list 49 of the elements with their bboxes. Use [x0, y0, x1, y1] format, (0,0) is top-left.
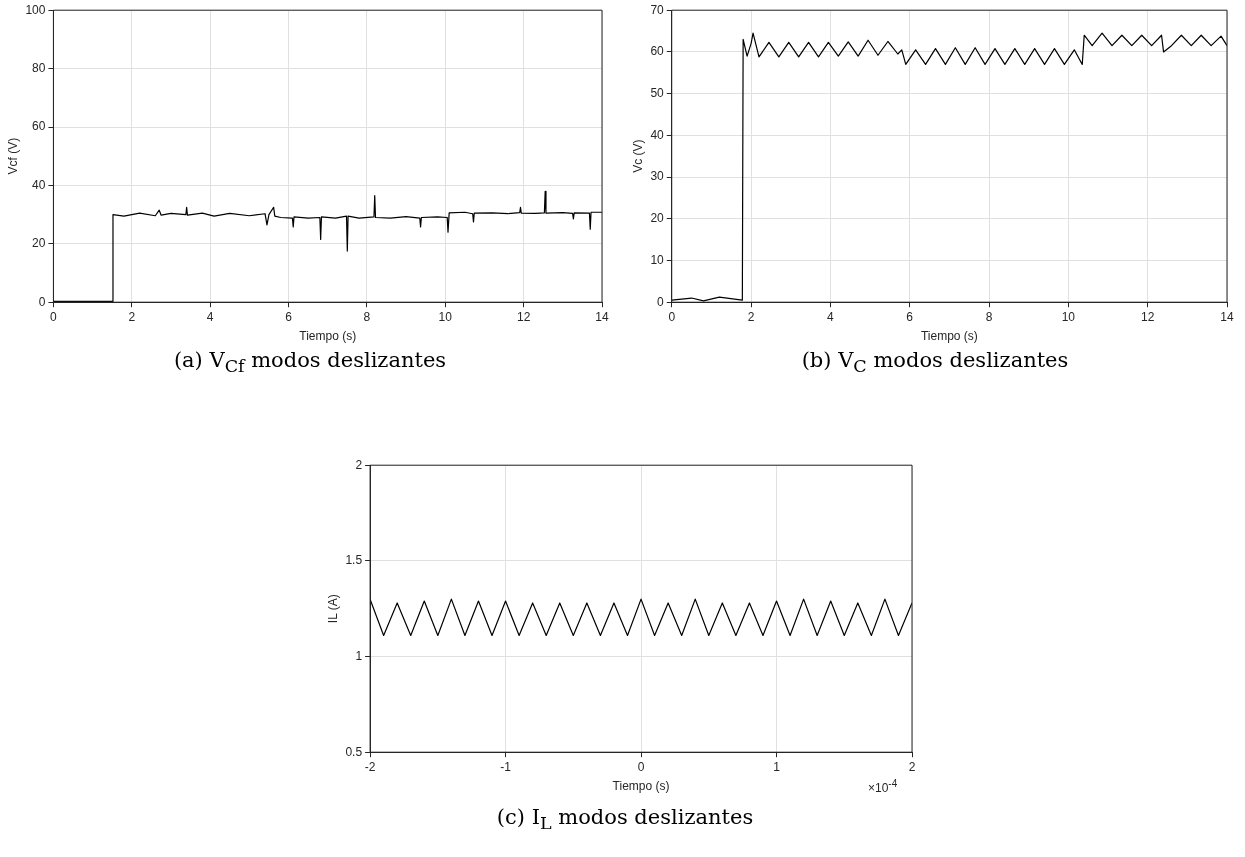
x-axis-title: Tiempo (s) — [299, 329, 357, 344]
y-tick-label: 1 — [355, 648, 363, 663]
y-tick-label: 20 — [32, 236, 46, 251]
x-tick-label: 10 — [1061, 309, 1076, 324]
x-tick-label: -1 — [500, 759, 512, 774]
x-tick-label: 2 — [908, 759, 916, 774]
x-tick-label: 0 — [637, 759, 645, 774]
y-tick-label: 40 — [650, 127, 665, 142]
y-axis-title: Vc (V) — [630, 139, 645, 173]
y-axis-title: Vcf (V) — [5, 137, 20, 175]
x-tick-label: 4 — [827, 309, 835, 324]
y-tick-label: 60 — [32, 119, 46, 134]
x-tick-label: 14 — [595, 309, 609, 324]
x-tick-label: 6 — [906, 309, 914, 324]
x-tick-label: 12 — [516, 309, 531, 324]
text: ×10$^{-4}$ — [868, 778, 898, 795]
x-tick-label: 12 — [1141, 309, 1155, 324]
x-tick-label: 10 — [438, 309, 453, 324]
y-tick-label: 70 — [650, 2, 665, 17]
y-tick-label: 20 — [650, 211, 665, 226]
y-tick-label: 40 — [32, 177, 46, 192]
x-tick-label: -2 — [364, 759, 376, 774]
x-axis-title: Tiempo (s) — [612, 779, 670, 794]
x-tick-label: 0 — [50, 309, 58, 324]
y-tick-label: 50 — [650, 85, 665, 100]
x-tick-label: 2 — [747, 309, 755, 324]
text: (c) I$_{L}$ modos deslizantes — [495, 805, 755, 834]
x-tick-label: 4 — [206, 309, 214, 324]
text: (b) V$_{C}$ modos deslizantes — [800, 348, 1070, 377]
y-axis-title: IL (A) — [325, 594, 340, 624]
x-tick-label: 0 — [668, 309, 676, 324]
y-tick-label: 2 — [355, 457, 363, 472]
y-tick-label: 1.5 — [345, 553, 363, 568]
x-tick-label: 14 — [1220, 309, 1234, 324]
y-tick-label: 60 — [650, 44, 665, 59]
x-tick-label: 8 — [985, 309, 993, 324]
y-tick-label: 0 — [657, 294, 665, 309]
y-tick-label: 10 — [650, 252, 665, 267]
y-tick-label: 80 — [32, 60, 46, 75]
y-tick-label: 30 — [650, 169, 665, 184]
x-tick-label: 2 — [128, 309, 136, 324]
text: (a) V$_{Cf}$ modos deslizantes — [172, 348, 448, 377]
y-tick-label: 0.5 — [345, 744, 363, 759]
x-tick-label: 1 — [773, 759, 781, 774]
x-tick-label: 8 — [363, 309, 371, 324]
y-tick-label: 0 — [38, 294, 46, 309]
y-tick-label: 100 — [25, 2, 46, 17]
x-axis-title: Tiempo (s) — [920, 329, 978, 344]
x-tick-label: 6 — [285, 309, 293, 324]
